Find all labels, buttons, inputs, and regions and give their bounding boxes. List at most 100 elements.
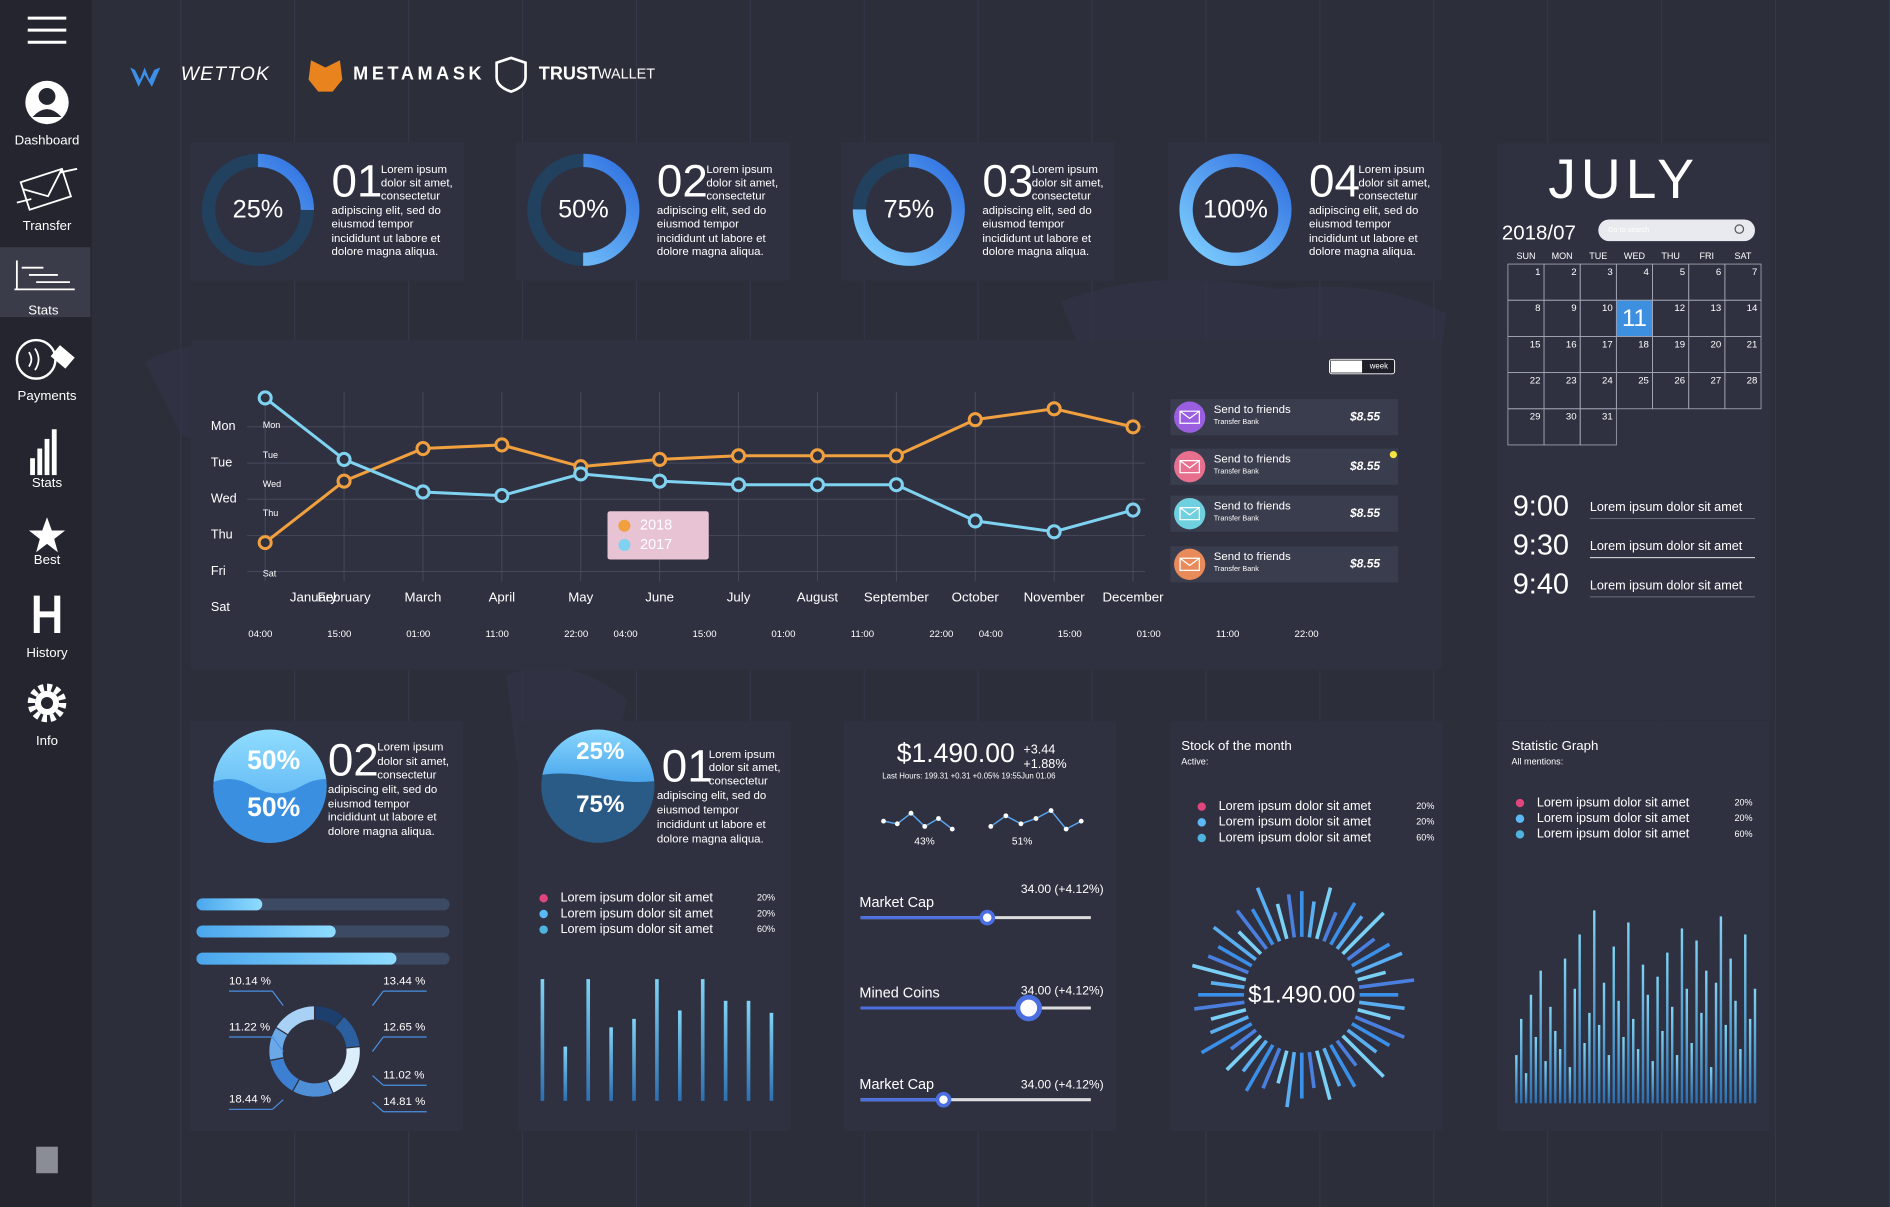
search-box[interactable] — [1598, 219, 1755, 242]
donut-leader — [371, 1036, 384, 1052]
line-point — [257, 535, 273, 551]
legend-dot — [1197, 818, 1206, 827]
y-tick-label: Fri — [211, 564, 226, 578]
progress-fill — [196, 952, 397, 965]
day-number: 27 — [1711, 376, 1722, 387]
bar — [609, 1027, 613, 1101]
slider-name: Market Cap — [859, 895, 934, 911]
body-text: eiusmod tempor — [328, 798, 410, 810]
legend-pct: 20% — [1735, 797, 1753, 807]
envelope — [1179, 557, 1200, 571]
burst-ray — [1315, 1050, 1332, 1101]
donut-leader — [371, 990, 384, 1006]
bar — [1563, 958, 1567, 1104]
menu-icon[interactable] — [27, 16, 67, 44]
legend-dot — [618, 519, 631, 532]
progress-fill — [196, 925, 336, 938]
day-number: 5 — [1680, 267, 1685, 278]
body-text: adipiscing elit, sed do — [982, 205, 1091, 217]
line-point — [967, 412, 983, 428]
line-point — [731, 448, 747, 464]
bar — [1558, 1049, 1562, 1104]
bar — [1520, 1018, 1523, 1104]
body-text: eiusmod tempor — [331, 218, 413, 230]
burst-ray — [1358, 978, 1415, 990]
slider-knob[interactable] — [935, 1091, 952, 1108]
donut-label: 14.81 % — [383, 1096, 425, 1108]
line-point — [888, 448, 904, 464]
day-number: 21 — [1747, 339, 1758, 350]
transfer-icon[interactable] — [16, 167, 78, 211]
toggle-active[interactable] — [1330, 360, 1363, 373]
body-text: dolore magna aliqua. — [331, 246, 438, 258]
body-text: Lorem ipsum — [1032, 164, 1098, 176]
x-tick-label: August — [797, 590, 839, 605]
legend-text: Lorem ipsum dolor sit amet — [1537, 795, 1690, 809]
day-cell[interactable] — [1724, 372, 1762, 410]
bar — [723, 1000, 728, 1101]
bar — [1602, 982, 1606, 1104]
transaction-title: Send to friends — [1214, 551, 1291, 563]
hour-label: 04:00 — [979, 629, 1003, 640]
body-text: dolore magna aliqua. — [328, 826, 435, 838]
bars-icon[interactable] — [30, 429, 57, 476]
body-text: Lorem ipsum — [377, 742, 443, 754]
day-number: 23 — [1566, 376, 1577, 387]
envelope — [1179, 507, 1200, 521]
x-tick-label: May — [568, 590, 593, 605]
bar — [1719, 916, 1723, 1104]
day-number: 28 — [1747, 376, 1758, 387]
transaction-row[interactable] — [1170, 399, 1399, 436]
transaction-row[interactable] — [1170, 546, 1399, 583]
bar — [1680, 928, 1684, 1104]
transaction-sub: Transfer Bank — [1214, 564, 1259, 573]
body-text: consectetur — [377, 769, 436, 781]
day-number: 13 — [1711, 303, 1722, 314]
legend-label: 2017 — [640, 537, 672, 553]
spark-point — [922, 824, 928, 829]
dashboard-icon[interactable] — [25, 80, 69, 125]
line-point — [809, 448, 825, 464]
weekday: THU — [1661, 251, 1680, 261]
day-number: 19 — [1674, 339, 1685, 350]
body-text: incididunt ut labore et — [657, 233, 767, 245]
bar — [1534, 1036, 1538, 1104]
y-tick-label: Tue — [211, 455, 232, 469]
burst-ray — [1276, 1050, 1289, 1084]
best-icon[interactable] — [28, 517, 66, 553]
hour-label: 11:00 — [851, 629, 874, 640]
day-cell[interactable] — [1579, 408, 1617, 446]
day-number: 8 — [1535, 303, 1540, 314]
history-icon[interactable] — [33, 595, 61, 634]
inner-label: Thu — [263, 508, 279, 518]
card-number: 02 — [328, 734, 379, 785]
envelope — [1179, 410, 1200, 424]
slider-knob[interactable] — [1015, 994, 1042, 1022]
x-tick-label: January — [290, 590, 338, 605]
day-number: 1 — [1535, 267, 1540, 278]
body-text: eiusmod tempor — [657, 218, 739, 230]
info-icon[interactable] — [27, 683, 67, 723]
slider-knob[interactable] — [979, 909, 996, 926]
body-text: consectetur — [381, 191, 440, 203]
ring-label: 75% — [884, 196, 935, 224]
body-text: consectetur — [1032, 191, 1091, 203]
day-number: 16 — [1566, 339, 1577, 350]
body-text: consectetur — [706, 191, 765, 203]
day-number: 6 — [1716, 267, 1721, 278]
stats-icon[interactable] — [14, 260, 75, 291]
legend-dot — [1515, 830, 1525, 839]
transaction-row[interactable] — [1170, 448, 1399, 485]
sidebar-label: History — [26, 645, 68, 660]
legend-pct: 20% — [757, 893, 775, 903]
book-icon[interactable] — [36, 1146, 58, 1174]
burst-ray — [1285, 1051, 1297, 1108]
spark-point — [1063, 826, 1069, 832]
time-text: Lorem ipsum dolor sit amet — [1590, 539, 1743, 553]
legend-dot — [618, 538, 631, 552]
price-change: +1.88% — [1023, 757, 1066, 771]
card-title: Stock of the month — [1181, 738, 1291, 753]
payments-icon[interactable] — [15, 338, 75, 380]
body-text: dolor sit amet, — [706, 177, 778, 189]
transaction-row[interactable] — [1170, 495, 1399, 532]
